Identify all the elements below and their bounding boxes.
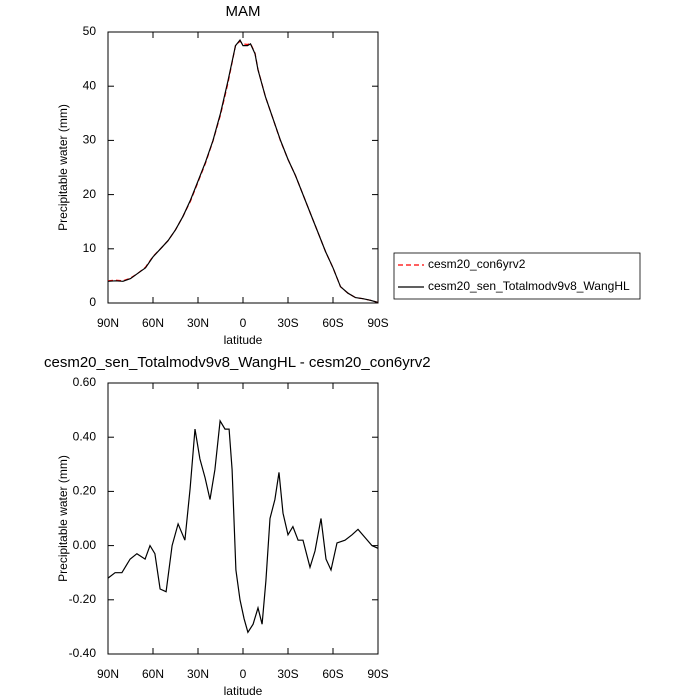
y-tick-label: 20 <box>83 187 97 201</box>
series-line <box>107 39 379 304</box>
x-tick-label: 30N <box>187 667 209 681</box>
legend-box <box>393 252 641 300</box>
x-tick-label: 90S <box>367 667 388 681</box>
y-tick-label: 0.20 <box>73 484 97 498</box>
y-axis-label: Precipitable water (mm) <box>56 455 70 582</box>
y-tick-label: 10 <box>83 241 97 255</box>
y-tick-label: 0.00 <box>73 538 97 552</box>
x-tick-label: 90N <box>97 667 119 681</box>
y-tick-label: -0.40 <box>69 646 97 660</box>
y-tick-label: -0.20 <box>69 592 97 606</box>
legend-label: cesm20_con6yrv2 <box>428 257 526 271</box>
x-tick-label: 0 <box>240 667 247 681</box>
x-tick-label: 60N <box>142 667 164 681</box>
y-tick-label: 40 <box>83 78 97 92</box>
x-tick-label: 60N <box>142 316 164 330</box>
plot-frame <box>107 382 379 655</box>
x-tick-label: 90S <box>367 316 388 330</box>
x-tick-label: 30N <box>187 316 209 330</box>
x-tick-label: 60S <box>322 667 343 681</box>
chart-title: MAM <box>226 3 261 20</box>
y-tick-label: 0.40 <box>73 429 97 443</box>
plot-frame <box>107 31 379 304</box>
x-tick-label: 90N <box>97 316 119 330</box>
x-tick-label: 30S <box>277 667 298 681</box>
x-tick-label: 60S <box>322 316 343 330</box>
x-tick-label: 30S <box>277 316 298 330</box>
y-tick-label: 30 <box>83 133 97 147</box>
series-line <box>107 419 379 634</box>
chart-title: cesm20_sen_Totalmodv9v8_WangHL - cesm20_… <box>44 354 431 371</box>
x-axis-label: latitude <box>224 333 263 347</box>
y-axis-label: Precipitable water (mm) <box>56 104 70 231</box>
x-axis-label: latitude <box>224 684 263 698</box>
y-tick-label: 0.60 <box>73 375 97 389</box>
y-tick-label: 0 <box>89 295 96 309</box>
y-tick-label: 50 <box>83 24 97 38</box>
x-tick-label: 0 <box>240 316 247 330</box>
legend-label: cesm20_sen_Totalmodv9v8_WangHL <box>428 279 630 293</box>
